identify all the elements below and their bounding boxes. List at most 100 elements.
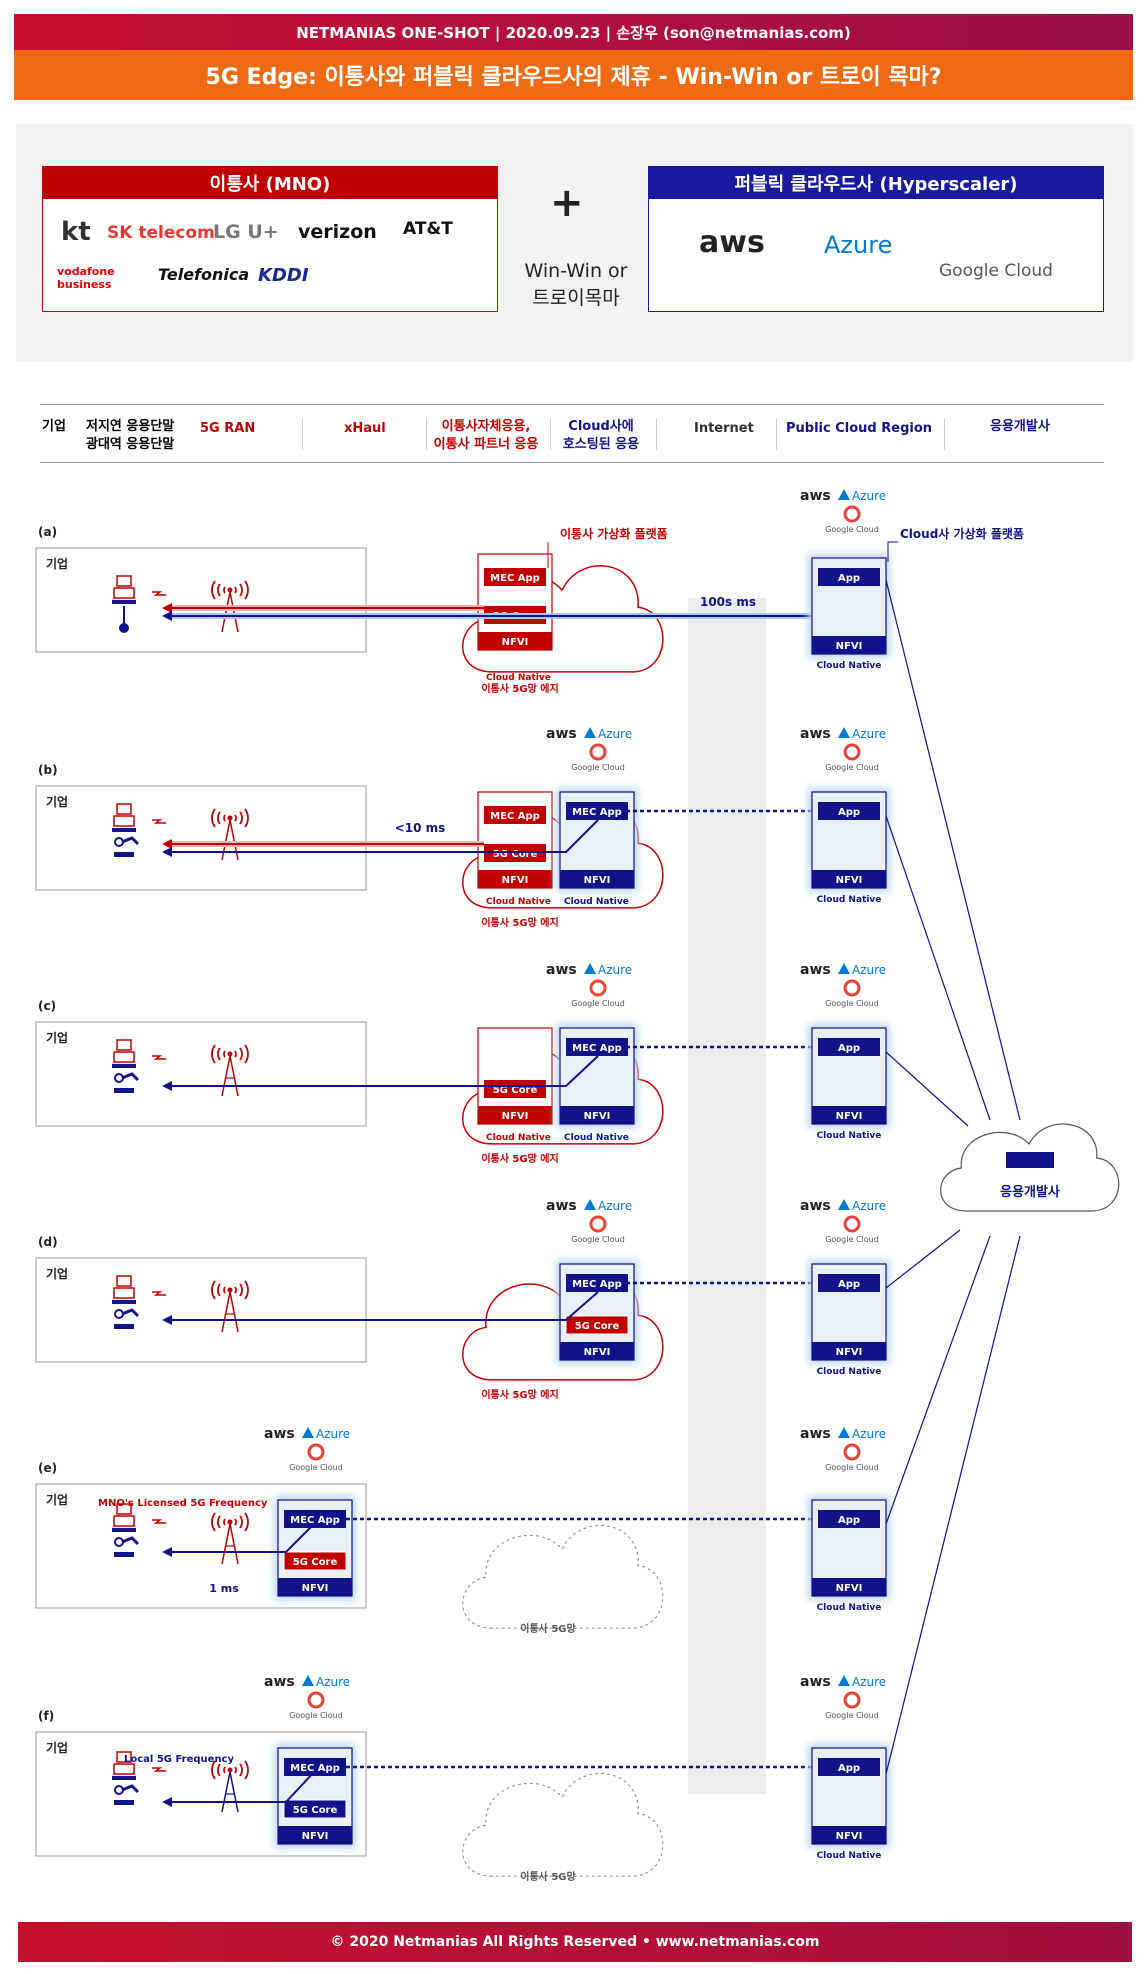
nfvi-label: NFVI <box>302 1583 329 1594</box>
nfvi-box <box>560 1106 634 1124</box>
radio-wave-icon <box>211 1044 216 1064</box>
app-box <box>818 1274 880 1292</box>
col-developer: 응용개발사 <box>990 419 1050 434</box>
radio-wave-icon <box>239 811 243 825</box>
core-label: 5G Core <box>293 1557 338 1568</box>
google-cloud-icon <box>843 979 861 997</box>
separator <box>550 418 551 450</box>
col-devices: 저지연 응용단말 광대역 응용단말 <box>86 418 174 454</box>
enterprise-label: 기업 <box>46 556 68 571</box>
enterprise-box <box>35 547 367 653</box>
azure-icon <box>302 1427 314 1438</box>
google-cloud-label: Google Cloud <box>289 1463 343 1472</box>
col-enterprise: 기업 <box>42 419 66 434</box>
developer-link <box>885 1051 969 1127</box>
col-devices-line1: 저지연 응용단말 <box>86 419 175 434</box>
developer-link <box>885 1235 1021 1775</box>
mno-edge-label: 이통사 5G망 에지 <box>481 1152 558 1165</box>
signal-icon <box>152 1291 166 1296</box>
azure-label: Azure <box>852 963 886 977</box>
arrow-head <box>162 847 172 857</box>
core-label: 5G Core <box>493 849 538 860</box>
google-cloud-label: Google Cloud <box>825 999 879 1008</box>
radio-wave-icon <box>244 1280 249 1300</box>
azure-label: Azure <box>598 963 632 977</box>
nfvi-box <box>812 1342 886 1360</box>
nfvi-label: NFVI <box>584 1111 611 1122</box>
conveyor-icon <box>112 600 136 604</box>
radio-wave-icon <box>234 1766 237 1774</box>
google-cloud-label: Google Cloud <box>289 1711 343 1720</box>
app-box <box>818 1758 880 1776</box>
latency-label: <10 ms <box>395 821 446 835</box>
app-label: App <box>838 573 860 584</box>
app-label: App <box>838 1043 860 1054</box>
developer-app-icon <box>1006 1152 1054 1168</box>
antenna-tip-icon <box>227 587 233 593</box>
nfvi-box <box>812 1106 886 1124</box>
cloud-native-label: Cloud Native <box>817 661 882 671</box>
robot-base-icon <box>114 1324 134 1329</box>
mno-network-label: 이통사 5G망 <box>520 1870 576 1883</box>
radio-wave-icon <box>223 1518 226 1526</box>
nfvi-label: NFVI <box>584 875 611 886</box>
signal-icon <box>152 819 166 824</box>
separator <box>426 418 427 450</box>
aws-icon: aws <box>264 1426 295 1442</box>
radio-wave-icon <box>217 1047 221 1061</box>
nfvi-label: NFVI <box>502 637 529 648</box>
mec-app-label: MEC App <box>572 807 622 818</box>
azure-icon <box>838 489 850 500</box>
radio-wave-icon <box>244 1512 249 1532</box>
azure-label: Azure <box>598 727 632 741</box>
col-mno-apps-line2: 이통사 파트너 응용 <box>433 437 539 452</box>
cloud-native-label: Cloud Native <box>564 1133 629 1143</box>
google-cloud-icon <box>843 505 861 523</box>
aws-logo: aws <box>699 225 765 260</box>
nfvi-box <box>278 1578 352 1596</box>
cloud-native-label: Cloud Native <box>486 673 551 683</box>
radio-wave-icon <box>234 814 237 822</box>
aws-icon: aws <box>800 726 831 742</box>
app-box <box>818 1510 880 1528</box>
title-bar: 5G Edge: 이통사와 퍼블릭 클라우드사의 제휴 - Win-Win or… <box>14 50 1133 100</box>
aws-icon: aws <box>800 1198 831 1214</box>
nfvi-label: NFVI <box>836 1583 863 1594</box>
azure-label: Azure <box>852 1199 886 1213</box>
google-cloud-label: Google Cloud <box>571 763 625 772</box>
radio-wave-icon <box>244 808 249 828</box>
enterprise-box <box>35 785 367 891</box>
header-rule-top <box>40 404 1104 405</box>
azure-icon <box>302 1675 314 1686</box>
blue-path <box>172 819 599 853</box>
google-cloud-icon <box>307 1691 325 1709</box>
aws-icon: aws <box>546 962 577 978</box>
robot-arm-icon <box>121 836 140 846</box>
radio-wave-icon <box>239 1047 243 1061</box>
sk-telecom-logo: SK telecom <box>107 223 215 243</box>
enterprise-label: 기업 <box>46 1492 68 1507</box>
arrow-head <box>162 1797 172 1807</box>
radio-wave-icon <box>223 1050 226 1058</box>
azure-icon <box>584 1199 596 1210</box>
vodafone-logo: vodafone business <box>57 265 115 291</box>
hyperscaler-box: 퍼블릭 클라우드사 (Hyperscaler) aws Azure Google… <box>648 166 1104 312</box>
nfvi-box <box>478 870 552 888</box>
conveyor-icon <box>112 1776 136 1780</box>
aws-icon: aws <box>546 1198 577 1214</box>
radio-wave-icon <box>239 583 243 597</box>
winwin-line1: Win-Win or <box>524 260 628 282</box>
package-icon <box>113 1515 135 1527</box>
aws-icon: aws <box>800 488 831 504</box>
arrow-head <box>162 1547 172 1557</box>
robot-arm-icon <box>121 1784 140 1794</box>
robot-base-icon <box>114 1088 134 1093</box>
enterprise-label: 기업 <box>46 794 68 809</box>
antenna-tip-icon <box>227 1051 233 1057</box>
header-info: NETMANIAS ONE-SHOT | 2020.09.23 | 손장우 (s… <box>296 23 851 42</box>
footer-text: © 2020 Netmanias All Rights Reserved • w… <box>330 1934 820 1950</box>
separator <box>776 418 777 450</box>
scenario-label: (d) <box>38 1235 58 1249</box>
developer-label: 응용개발사 <box>1000 1184 1060 1200</box>
developer-link <box>885 1235 991 1525</box>
